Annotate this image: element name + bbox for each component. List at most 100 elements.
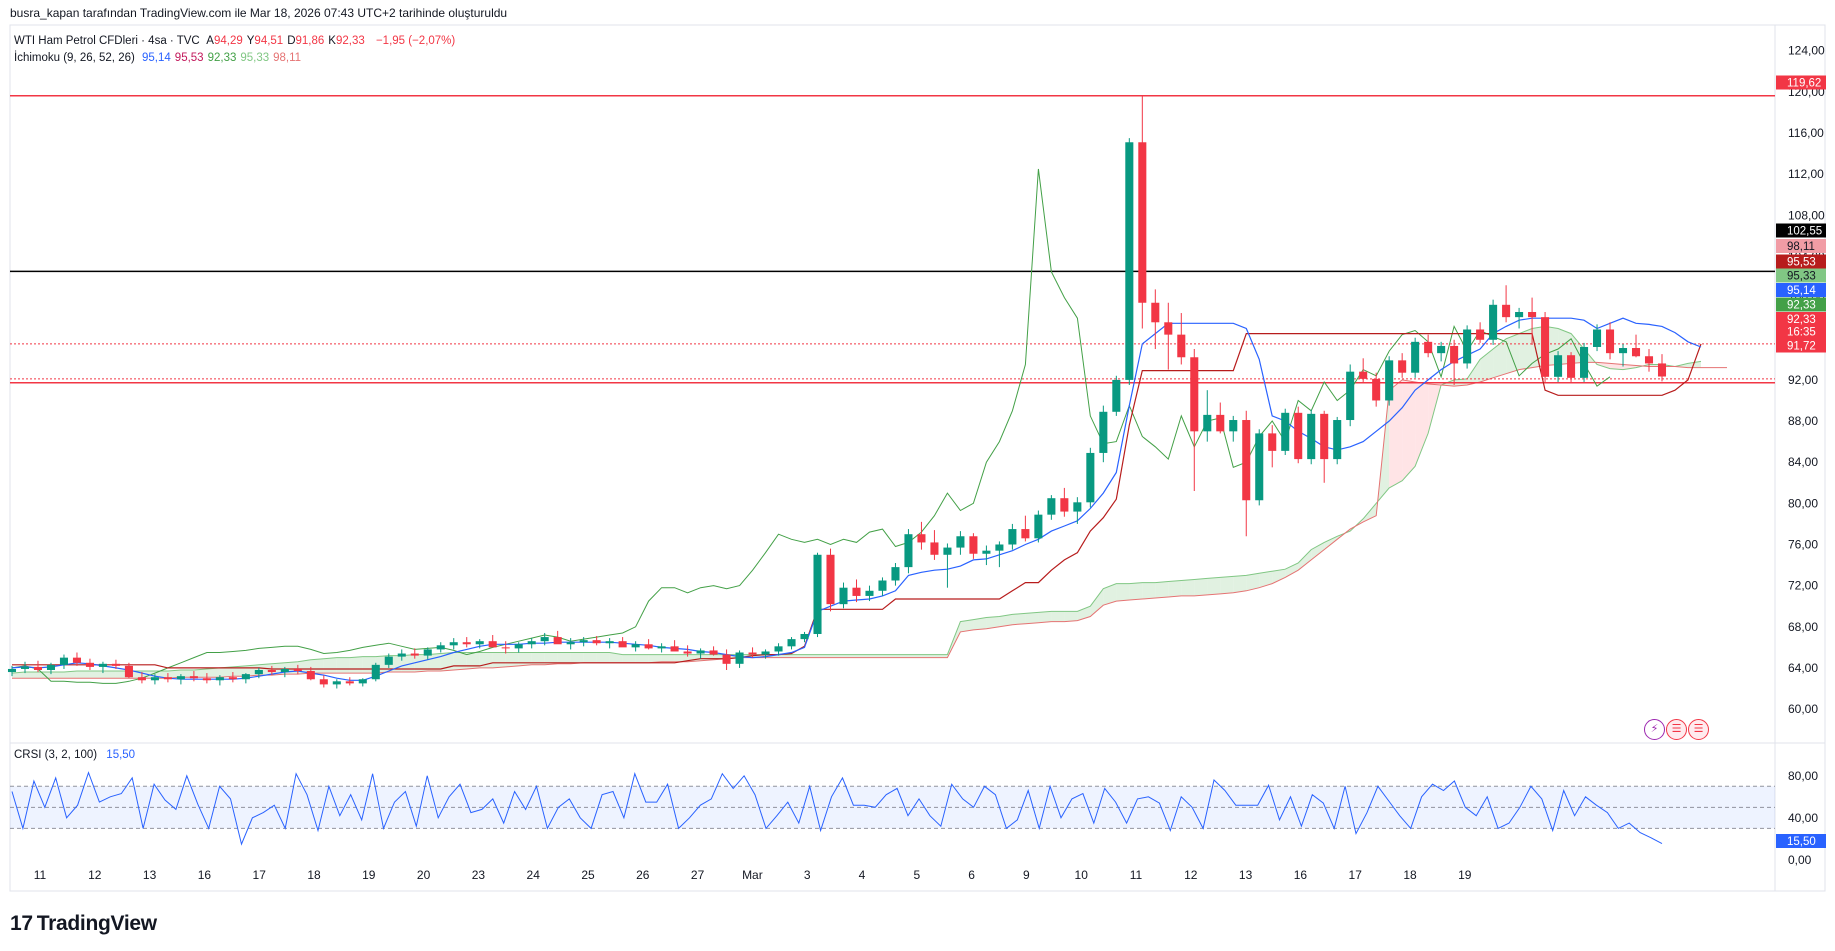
x-tick-label: 19 <box>362 868 376 882</box>
candle-body <box>1294 412 1303 460</box>
cloud-segment <box>453 652 467 670</box>
us-flag-icon[interactable]: ☰ <box>1666 719 1687 740</box>
candle <box>1346 364 1355 427</box>
symbol-name[interactable]: WTI Ham Petrol CFDleri · 4sa · TVC <box>14 35 200 47</box>
candle <box>1593 324 1602 352</box>
candle-body <box>1411 341 1420 373</box>
crsi-label[interactable]: CRSI (3, 2, 100) <box>14 749 98 761</box>
candle-body <box>1450 345 1459 364</box>
cloud-segment <box>414 654 428 673</box>
cloud-segment <box>1207 577 1221 595</box>
candle <box>1190 349 1199 491</box>
cloud-segment <box>193 668 207 678</box>
cloud-segment <box>1519 328 1533 370</box>
price-tag-bg <box>1776 254 1826 269</box>
candle <box>46 662 56 675</box>
candle-body <box>1515 312 1524 318</box>
cloud-segment <box>102 671 116 679</box>
candle-body <box>761 651 770 655</box>
x-tick-label: 4 <box>859 868 866 882</box>
price-tag: 95,53 <box>1776 254 1826 269</box>
candle-body <box>1489 304 1498 340</box>
y-tick-label: 80,00 <box>1788 496 1818 510</box>
candle-body <box>618 641 627 648</box>
candle-body <box>293 668 302 672</box>
ohlc-item: K92,33 <box>328 35 364 47</box>
cloud-segment <box>1116 583 1130 602</box>
cloud-segment <box>1090 588 1104 617</box>
cloud-segment <box>89 671 103 679</box>
x-tick-label: 18 <box>307 868 321 882</box>
candle-body <box>1320 413 1329 460</box>
candle-body <box>1606 329 1615 354</box>
candle <box>475 639 484 649</box>
candle <box>176 674 185 685</box>
flash-icon[interactable]: ⚡ <box>1644 719 1665 740</box>
candle <box>566 638 575 650</box>
candle <box>1086 447 1095 508</box>
ichimoku-value: 98,11 <box>273 52 302 64</box>
x-tick-label: 6 <box>968 868 975 882</box>
candle <box>579 637 588 647</box>
candle <box>345 677 354 686</box>
candle-body <box>111 663 120 666</box>
candle <box>319 675 328 688</box>
candle <box>1320 410 1329 483</box>
candle <box>644 639 653 650</box>
candle <box>332 679 341 689</box>
chikou-span <box>11 168 1611 684</box>
candle-body <box>1424 341 1433 354</box>
price-tag-text: 102,55 <box>1787 226 1822 238</box>
candle-body <box>670 646 679 652</box>
cloud-segment <box>817 654 831 658</box>
cloud-segment <box>934 654 948 658</box>
tradingview-logo[interactable]: 17 TradingView <box>10 912 157 936</box>
candle <box>1567 352 1576 383</box>
cloud-segment <box>505 652 519 667</box>
x-tick-label: 27 <box>691 868 705 882</box>
candle-body <box>1657 363 1667 377</box>
candle <box>1281 408 1290 455</box>
candle-body <box>1242 420 1251 501</box>
candle-body <box>644 644 653 649</box>
logo-text: TradingView <box>36 912 157 935</box>
cloud-segment <box>609 652 623 663</box>
candle <box>878 577 887 596</box>
cloud-segment <box>492 652 506 668</box>
candle <box>241 673 250 684</box>
candle <box>1463 325 1472 369</box>
ichimoku-label[interactable]: İchimoku (9, 26, 52, 26) <box>14 52 135 64</box>
candle <box>826 548 835 612</box>
us-flag-icon-2[interactable]: ☰ <box>1688 719 1709 740</box>
cloud-segment <box>1038 611 1052 623</box>
ohlc-values: A94,29 Y94,51 D91,86 K92,33 <box>206 35 368 47</box>
candle-body <box>514 644 523 649</box>
candle-body <box>20 666 30 669</box>
crsi-y-tick-label: 0,00 <box>1788 853 1812 867</box>
candle <box>1060 487 1069 517</box>
crsi-tag-bg <box>1776 834 1826 848</box>
candle <box>657 643 666 653</box>
candle <box>930 530 939 560</box>
cloud-segment <box>1194 578 1208 596</box>
x-tick-label: 26 <box>636 868 650 882</box>
candle-body <box>1580 346 1589 378</box>
cloud-segment <box>336 657 350 674</box>
ichimoku-cloud <box>12 326 1701 679</box>
cloud-segment <box>219 666 233 678</box>
candle <box>1424 334 1433 358</box>
main-pane-border <box>9 24 1826 744</box>
ohlc-label: Y <box>246 35 255 47</box>
cloud-segment <box>1142 582 1156 600</box>
candle-body <box>1190 357 1199 432</box>
candle <box>1476 322 1485 343</box>
candle-body <box>1476 329 1485 340</box>
candle <box>943 543 952 588</box>
cloud-segment <box>1155 581 1169 598</box>
price-tag-bg <box>1776 283 1826 297</box>
cloud-segment <box>1181 579 1195 596</box>
tenkan-sen <box>11 317 1702 681</box>
candle-body <box>267 669 276 673</box>
candle <box>449 638 458 650</box>
